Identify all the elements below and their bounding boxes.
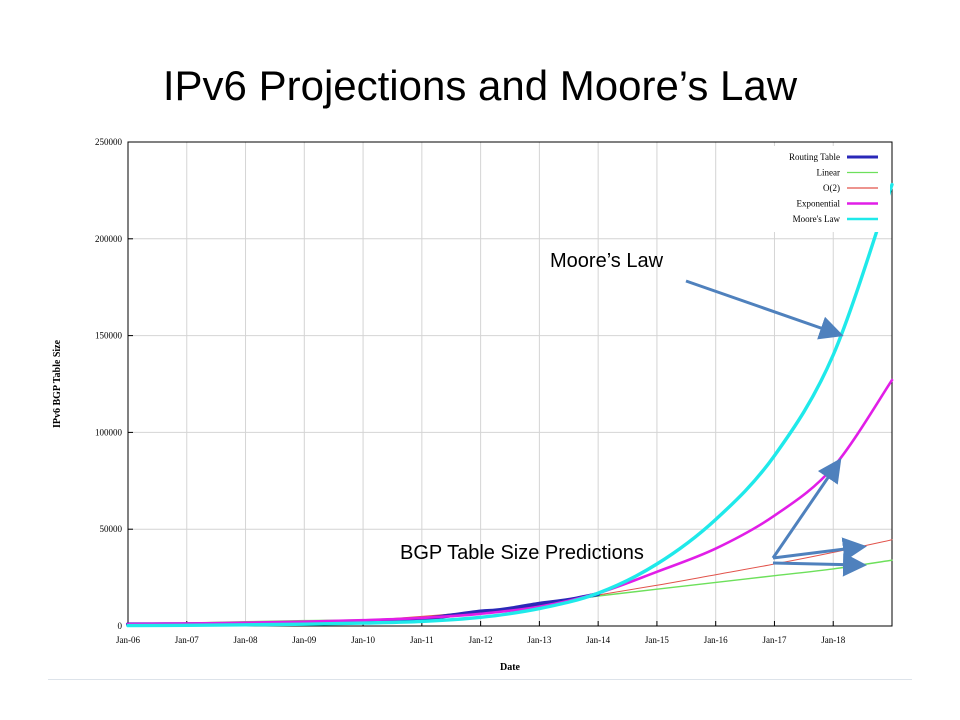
legend-label: Moore's Law: [793, 214, 841, 224]
o2-arrow: [772, 537, 867, 562]
moores-law-callout: Moore’s Law: [550, 250, 664, 272]
y-axis-label: IPv6 BGP Table Size: [52, 339, 63, 428]
moores-law-arrow: [685, 279, 844, 340]
legend-label: Linear: [817, 168, 840, 178]
x-tick-label: Jan-17: [762, 635, 786, 645]
y-tick-label: 0: [118, 621, 123, 631]
y-axis-ticks: 0 50000 100000 150000 200000 250000: [95, 137, 133, 631]
y-tick-label: 250000: [95, 137, 123, 147]
callout-arrows: [685, 279, 867, 577]
legend: Routing Table Linear O(2) Exponential Moore'…: [745, 146, 890, 232]
bgp-predictions-callout: BGP Table Size Predictions: [400, 542, 644, 564]
x-axis-ticks: Jan-06 Jan-07 Jan-08 Jan-09 Jan-10 Jan-11 Jan-…: [116, 621, 846, 645]
exponential-arrow: [771, 458, 842, 559]
y-tick-label: 200000: [95, 234, 123, 244]
x-tick-label: Jan-18: [821, 635, 845, 645]
series-line-exponential: [126, 378, 894, 626]
series-lines: [126, 182, 894, 628]
series-line-moore-s-law: [126, 182, 894, 628]
y-tick-label: 150000: [95, 331, 123, 341]
series-line-linear: [127, 559, 893, 626]
x-tick-label: Jan-15: [645, 635, 669, 645]
slide-title: IPv6 Projections and Moore’s Law: [162, 62, 798, 109]
grid-lines: [128, 142, 892, 626]
x-tick-label: Jan-06: [116, 635, 140, 645]
x-tick-label: Jan-08: [234, 635, 258, 645]
x-tick-label: Jan-14: [586, 635, 610, 645]
y-tick-label: 50000: [100, 524, 123, 534]
legend-label: O(2): [823, 183, 840, 193]
plot-frame: [127, 141, 893, 627]
legend-label: Exponential: [797, 199, 841, 209]
x-tick-label: Jan-10: [351, 635, 375, 645]
footer-divider: [48, 679, 912, 680]
x-tick-label: Jan-16: [704, 635, 728, 645]
x-tick-label: Jan-11: [410, 635, 434, 645]
x-tick-label: Jan-07: [175, 635, 199, 645]
x-tick-label: Jan-09: [292, 635, 316, 645]
x-tick-label: Jan-13: [527, 635, 551, 645]
y-tick-label: 100000: [95, 427, 123, 437]
x-tick-label: Jan-12: [469, 635, 493, 645]
linear-arrow: [772, 552, 867, 577]
legend-label: Routing Table: [789, 152, 840, 162]
x-axis-label: Date: [500, 662, 521, 673]
legend-box: [745, 146, 890, 232]
